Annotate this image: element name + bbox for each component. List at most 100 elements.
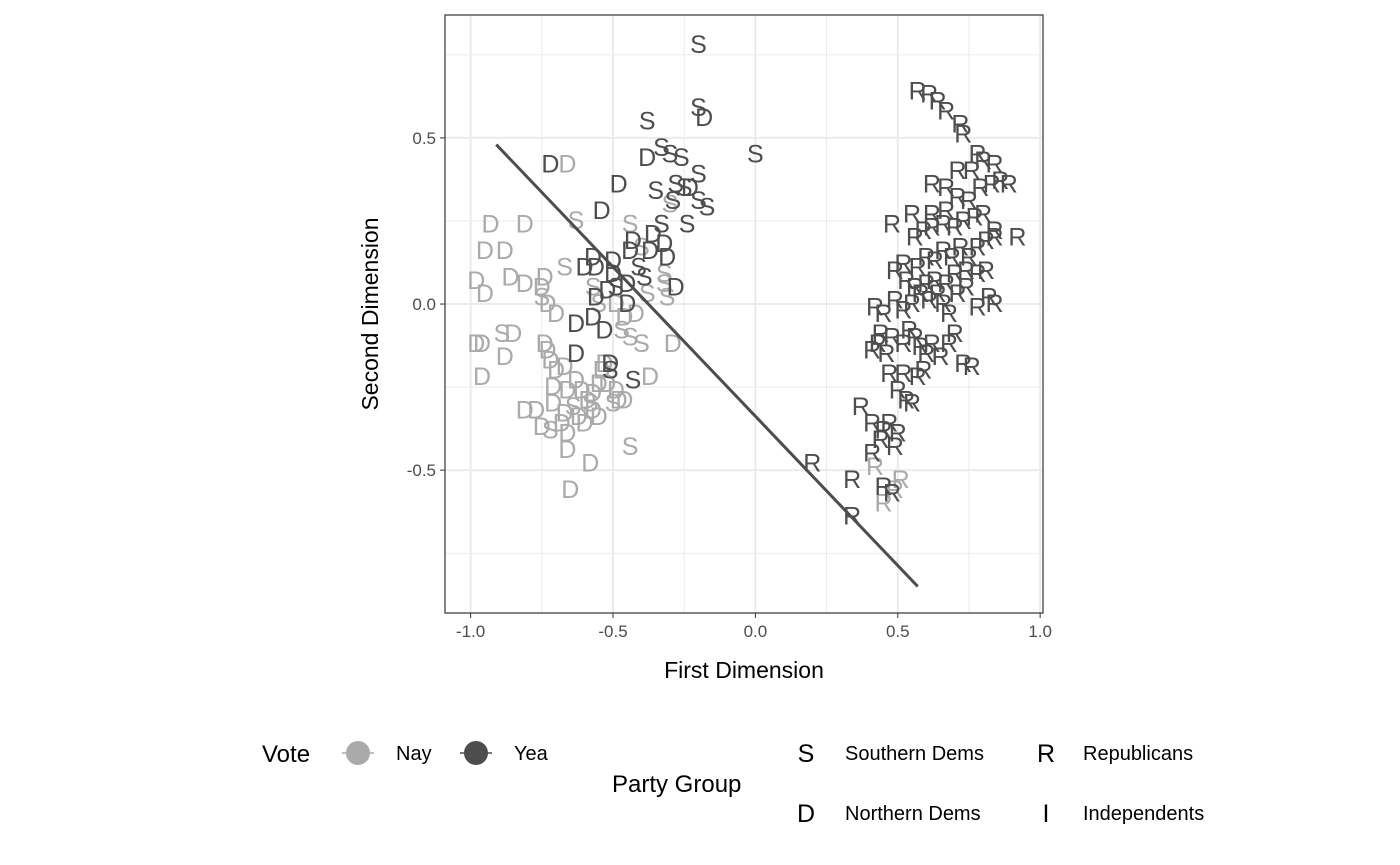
point-yea-s: S (630, 253, 647, 281)
point-yea-r: R (957, 273, 975, 301)
legend-label-nay: Nay (396, 743, 432, 765)
point-yea-r: R (863, 337, 881, 365)
point-yea-d: D (658, 244, 676, 272)
point-yea-r: R (869, 330, 887, 358)
point-yea-r: R (875, 473, 893, 501)
point-yea-r: R (909, 363, 927, 391)
point-yea-r: R (1008, 224, 1026, 252)
panel-border (444, 14, 1044, 614)
point-nay-d: D (533, 273, 551, 301)
cutting-line-layer (495, 143, 919, 588)
point-yea-r: R (914, 356, 932, 384)
point-yea-d: D (601, 350, 619, 378)
point-yea-r: R (946, 320, 964, 348)
point-nay-d: D (536, 330, 554, 358)
point-yea-s: S (608, 273, 625, 301)
point-nay-d: D (607, 376, 625, 404)
point-yea-d: D (618, 290, 636, 318)
point-yea-d: D (667, 273, 685, 301)
point-yea-d: D (655, 230, 673, 258)
point-yea-s: S (690, 160, 707, 188)
point-yea-d: D (638, 144, 656, 172)
legend-key-nay (342, 741, 374, 765)
point-yea-r: R (929, 280, 947, 308)
point-nay-d: D (615, 303, 633, 331)
legend-label-republicans: Republicans (1083, 743, 1193, 765)
point-yea-r: R (946, 214, 964, 242)
point-nay-r: R (886, 476, 904, 504)
point-nay-d: D (598, 370, 616, 398)
point-yea-r: R (889, 376, 907, 404)
y-tick-label: -0.5 (407, 461, 436, 480)
point-nay-r: R (892, 466, 910, 494)
y-tick-label: 0.5 (412, 129, 436, 148)
point-nay-d: D (547, 356, 565, 384)
legend-label-independents: Independents (1083, 803, 1204, 825)
point-yea-r: R (880, 360, 898, 388)
point-nay-d: D (538, 290, 556, 318)
point-yea-r: R (903, 290, 921, 318)
axis-layer: -1.0 -0.5 0.0 0.5 1.0 -0.5 0.0 0.5 (407, 129, 1052, 641)
point-nay-d: D (544, 390, 562, 418)
point-nay-s: S (656, 270, 673, 298)
point-yea-r: R (937, 270, 955, 298)
point-yea-r: R (920, 81, 938, 109)
legend-key-yea (460, 741, 492, 765)
point-nay-d: D (573, 376, 591, 404)
point-yea-d: D (604, 260, 622, 288)
point-yea-r: R (983, 170, 1001, 198)
legend-nay-swatch (346, 741, 370, 765)
legend-label-northern-dems: Northern Dems (845, 803, 981, 825)
point-yea-s: S (699, 194, 716, 222)
point-yea-s: S (690, 31, 707, 59)
point-yea-r: R (880, 410, 898, 438)
point-yea-r: R (977, 257, 995, 285)
y-axis-title: Second Dimension (357, 217, 383, 410)
point-nay-d: D (541, 347, 559, 375)
point-nay-d: D (590, 403, 608, 431)
point-nay-s: S (556, 253, 573, 281)
point-yea-s: S (676, 174, 693, 202)
point-nay-d: D (496, 237, 514, 265)
point-nay-d: D (544, 373, 562, 401)
point-nay-s: S (568, 207, 585, 235)
point-nay-d: D (664, 330, 682, 358)
point-nay-s: S (622, 433, 639, 461)
point-yea-d: D (593, 197, 611, 225)
point-yea-s: S (647, 177, 664, 205)
point-nay-d: D (641, 363, 659, 391)
point-yea-r: R (937, 174, 955, 202)
point-yea-r: R (954, 350, 972, 378)
point-yea-r: R (914, 217, 932, 245)
point-yea-s: S (653, 210, 670, 238)
point-yea-s: S (673, 144, 690, 172)
point-yea-r: R (883, 210, 901, 238)
point-yea-r: R (963, 157, 981, 185)
legend-symbol-i: I (1043, 800, 1050, 828)
point-yea-d: D (624, 227, 642, 255)
point-yea-d: D (576, 253, 594, 281)
point-yea-r: R (906, 323, 924, 351)
point-nay-s: S (622, 210, 639, 238)
point-yea-r: R (986, 151, 1004, 179)
point-yea-r: R (903, 390, 921, 418)
point-yea-r: R (954, 207, 972, 235)
point-yea-r: R (923, 330, 941, 358)
point-yea-d: D (695, 104, 713, 132)
point-yea-r: R (900, 317, 918, 345)
point-yea-r: R (923, 170, 941, 198)
point-yea-r: R (934, 210, 952, 238)
point-nay-d: D (590, 370, 608, 398)
point-nay-d: D (516, 396, 534, 424)
point-yea-r: R (886, 287, 904, 315)
point-yea-r: R (971, 174, 989, 202)
point-nay-s: S (662, 190, 679, 218)
point-nay-d: D (516, 270, 534, 298)
point-yea-s: S (690, 94, 707, 122)
point-yea-r: R (986, 290, 1004, 318)
point-yea-r: R (803, 450, 821, 478)
point-yea-r: R (960, 244, 978, 272)
